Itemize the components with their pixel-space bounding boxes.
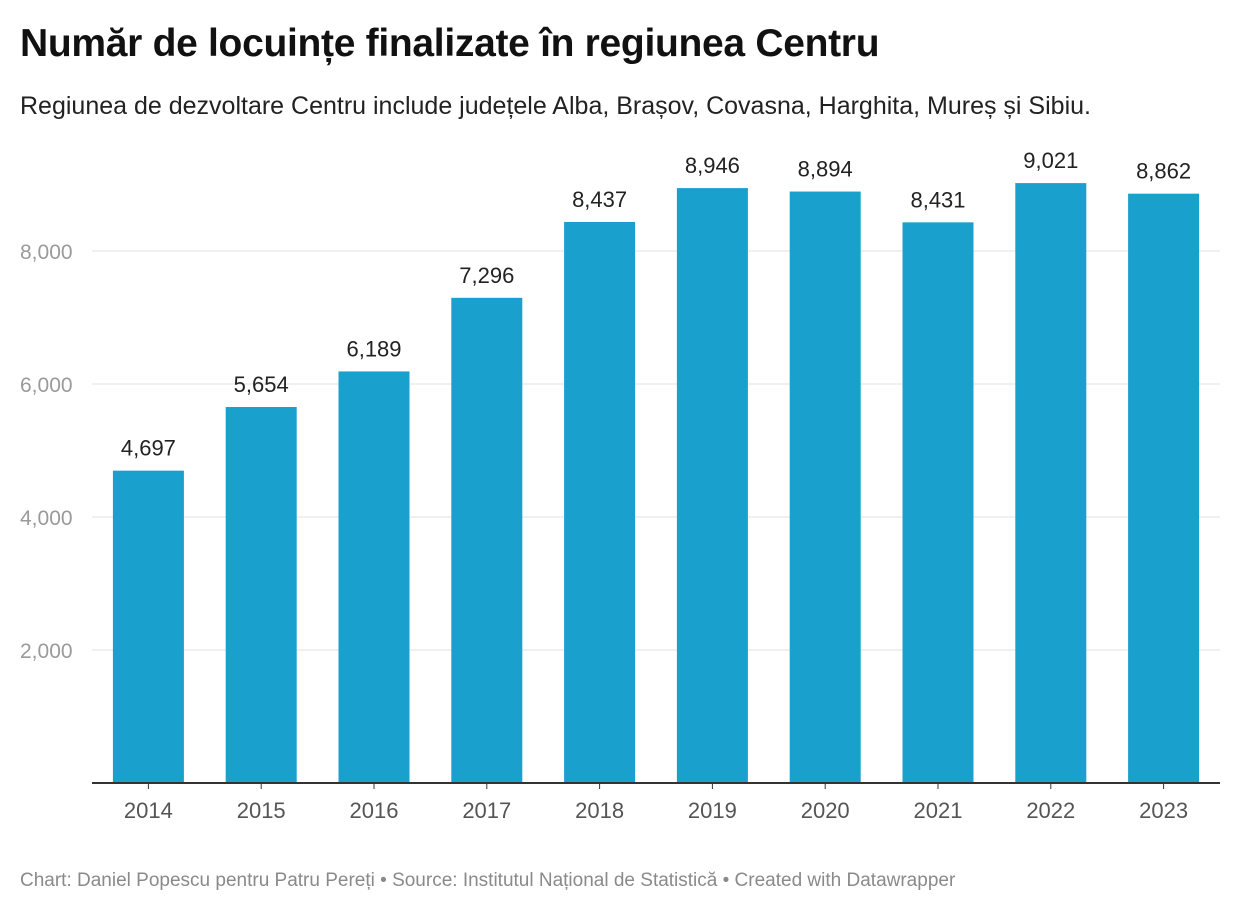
bar-2017 bbox=[451, 297, 523, 783]
chart-credits: Chart: Daniel Popescu pentru Patru Pereț… bbox=[20, 870, 956, 891]
bar-2014 bbox=[112, 470, 184, 783]
x-axis-ticks: 2014 2015 2016 2017 2018 2019 2020 2021 2022 2023 bbox=[124, 783, 1188, 823]
x-tick-label: 2015 bbox=[237, 798, 286, 823]
y-tick-label: 6,000 bbox=[20, 374, 73, 397]
x-tick-label: 2022 bbox=[1026, 798, 1075, 823]
x-tick-label: 2017 bbox=[462, 798, 511, 823]
bars bbox=[112, 183, 1200, 783]
data-label: 5,654 bbox=[234, 372, 289, 397]
x-tick-label: 2021 bbox=[914, 798, 963, 823]
data-label: 8,894 bbox=[798, 157, 853, 182]
data-label: 8,431 bbox=[910, 187, 965, 212]
data-label: 6,189 bbox=[346, 336, 401, 361]
x-tick-label: 2019 bbox=[688, 798, 737, 823]
data-label: 8,946 bbox=[685, 153, 740, 178]
bar-2016 bbox=[338, 371, 410, 783]
data-labels: 4,697 5,654 6,189 7,296 8,437 8,946 8,894 8,431… bbox=[121, 148, 1191, 461]
bar-2015 bbox=[225, 407, 297, 783]
chart-title: Număr de locuințe finalizate în regiunea… bbox=[20, 22, 880, 65]
y-tick-label: 4,000 bbox=[20, 507, 73, 530]
data-label: 8,862 bbox=[1136, 159, 1191, 184]
x-tick-label: 2018 bbox=[575, 798, 624, 823]
y-tick-label: 8,000 bbox=[20, 241, 73, 264]
bar-2020 bbox=[789, 191, 861, 783]
x-tick-label: 2014 bbox=[124, 798, 173, 823]
x-tick-label: 2016 bbox=[350, 798, 399, 823]
data-label: 7,296 bbox=[459, 263, 514, 288]
data-label: 4,697 bbox=[121, 436, 176, 461]
x-tick-label: 2023 bbox=[1139, 798, 1188, 823]
x-tick-label: 2020 bbox=[801, 798, 850, 823]
bar-2018 bbox=[564, 221, 636, 783]
data-label: 8,437 bbox=[572, 187, 627, 212]
data-label: 9,021 bbox=[1023, 148, 1078, 173]
bar-2019 bbox=[676, 188, 748, 783]
bar-2021 bbox=[902, 222, 974, 783]
y-axis-ticks: 2,000 4,000 6,000 8,000 bbox=[20, 241, 73, 663]
chart-subtitle: Regiunea de dezvoltare Centru include ju… bbox=[20, 92, 1091, 120]
y-tick-label: 2,000 bbox=[20, 640, 73, 663]
bar-2022 bbox=[1015, 183, 1087, 783]
bar-2023 bbox=[1128, 193, 1200, 783]
